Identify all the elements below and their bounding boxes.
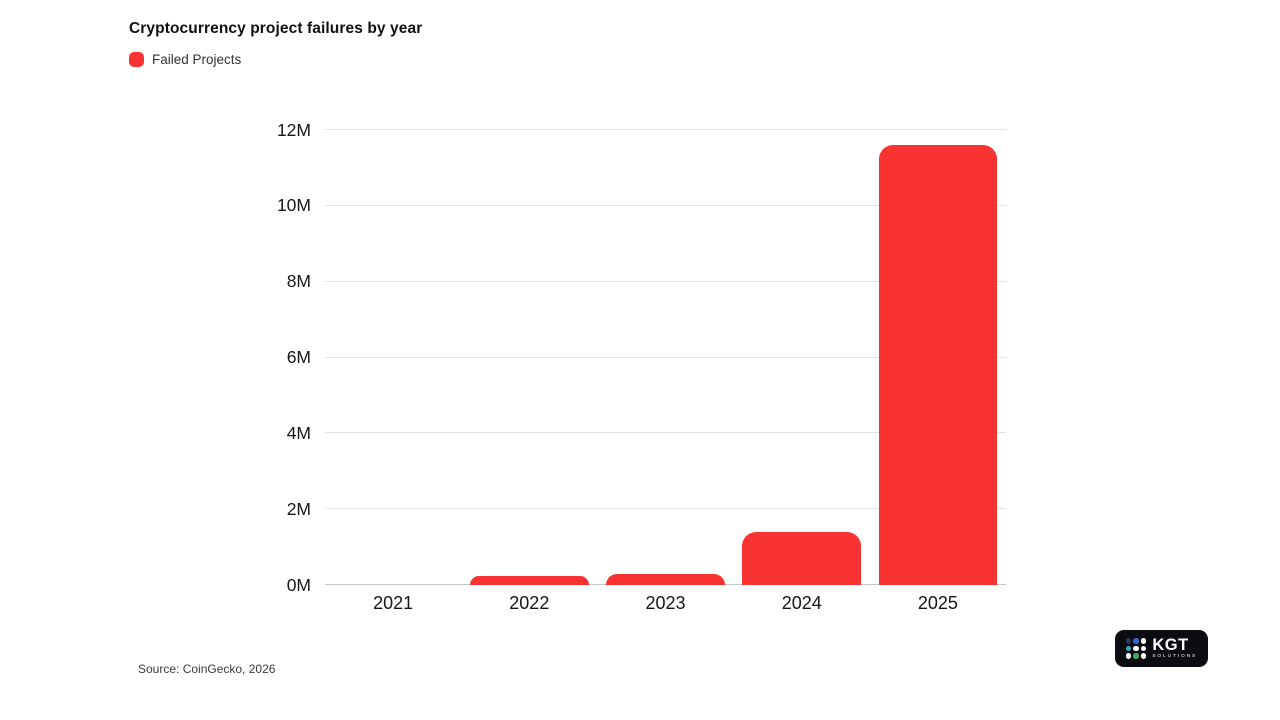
bar-2022 — [470, 575, 589, 585]
y-axis-tick-label-2M: 2M — [286, 498, 311, 519]
y-axis-tick-label-12M: 12M — [276, 119, 311, 140]
plot-area: 2021 2022 2023 2024 2025 0M 2M 4M 6M 8M 10M 12M — [277, 121, 1006, 612]
gridline-2M — [325, 508, 1006, 510]
gridline-6M — [325, 356, 1006, 358]
y-axis-tick-label-4M: 4M — [286, 422, 311, 443]
x-axis-tick-label-2021: 2021 — [373, 593, 414, 613]
bar-slot-2023: 2023 — [597, 130, 733, 612]
logo-dot-5 — [1140, 645, 1147, 652]
chart-title: Cryptocurrency project failures by year — [129, 20, 423, 37]
bar-2025 — [878, 145, 998, 585]
y-axis-tick-label-6M: 6M — [286, 346, 311, 367]
logo-name: KGT — [1152, 635, 1189, 654]
chart-legend: Failed Projects — [129, 52, 241, 67]
logo-dot-1 — [1133, 638, 1139, 644]
gridline-12M — [325, 129, 1006, 130]
logo-dot-0 — [1125, 638, 1132, 644]
y-axis-tick-label-10M: 10M — [276, 195, 311, 216]
logo-dots-icon — [1125, 638, 1147, 659]
gridline-10M — [325, 204, 1006, 206]
source-note: Source: CoinGecko, 2026 — [138, 662, 276, 676]
logo-dot-3 — [1125, 645, 1132, 652]
x-axis-tick-label-2025: 2025 — [917, 593, 958, 613]
bar-slot-2022: 2022 — [461, 130, 597, 612]
logo-dot-8 — [1140, 653, 1147, 659]
logo-dot-2 — [1140, 638, 1147, 644]
bars-row: 2021 2022 2023 2024 2025 — [325, 130, 1006, 612]
bar-slot-2024: 2024 — [734, 130, 870, 612]
logo-dot-7 — [1133, 653, 1139, 659]
kgt-solutions-logo: KGT SOLUTIONS — [1115, 630, 1208, 667]
bar-slot-2021: 2021 — [325, 130, 461, 612]
bar-slot-2025: 2025 — [870, 130, 1006, 612]
logo-dot-4 — [1133, 645, 1139, 652]
x-axis-tick-label-2022: 2022 — [509, 593, 550, 613]
logo-text: KGT SOLUTIONS — [1152, 637, 1197, 660]
legend-swatch-failed-projects — [129, 52, 144, 67]
gridline-4M — [325, 432, 1006, 434]
gridline-8M — [325, 280, 1006, 282]
logo-dot-6 — [1125, 653, 1132, 659]
bar-2024 — [742, 531, 861, 585]
x-axis-tick-label-2023: 2023 — [645, 593, 686, 613]
y-axis-tick-label-8M: 8M — [286, 270, 311, 291]
logo-subtext: SOLUTIONS — [1152, 654, 1198, 660]
x-axis-tick-label-2024: 2024 — [781, 593, 822, 613]
bar-2023 — [606, 573, 725, 585]
legend-label-failed-projects: Failed Projects — [152, 52, 242, 67]
y-axis-tick-label-0M: 0M — [286, 574, 311, 595]
